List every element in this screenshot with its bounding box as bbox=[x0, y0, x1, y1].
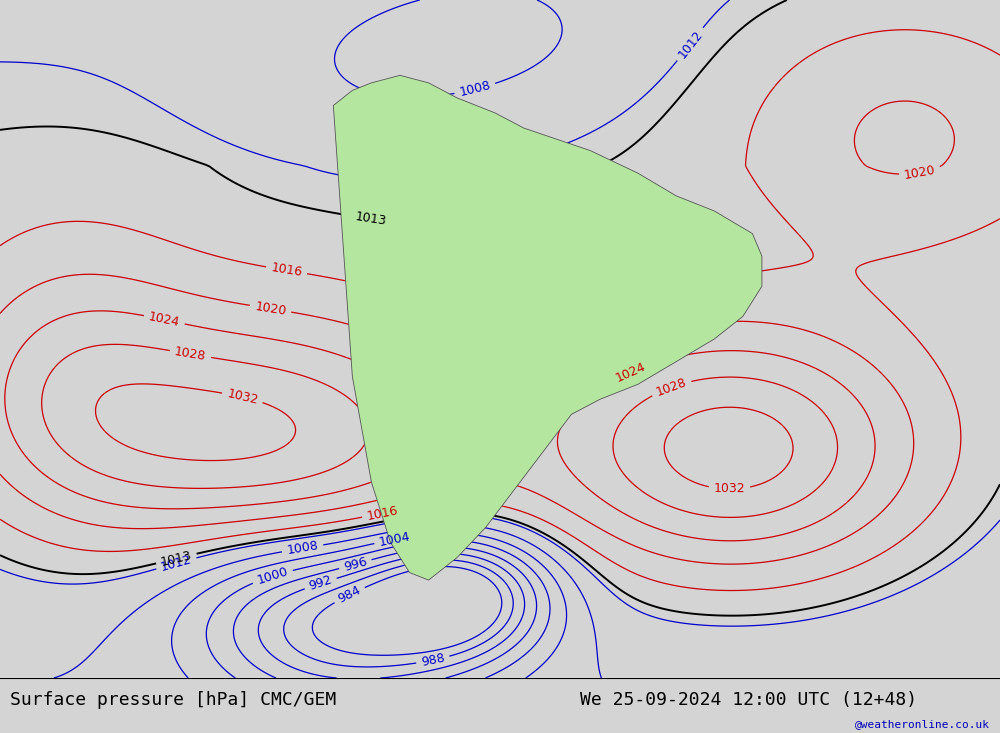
Text: 984: 984 bbox=[336, 583, 363, 606]
Text: 988: 988 bbox=[420, 652, 446, 669]
Text: 1012: 1012 bbox=[159, 553, 193, 574]
Text: 992: 992 bbox=[307, 573, 334, 593]
Text: 1028: 1028 bbox=[174, 345, 207, 363]
Text: 1013: 1013 bbox=[159, 548, 193, 569]
Text: 1016: 1016 bbox=[270, 262, 303, 279]
Text: 1032: 1032 bbox=[714, 482, 745, 496]
Text: 996: 996 bbox=[342, 555, 368, 573]
Text: 1020: 1020 bbox=[254, 300, 287, 317]
Text: We 25-09-2024 12:00 UTC (12+48): We 25-09-2024 12:00 UTC (12+48) bbox=[580, 691, 917, 709]
Text: 1008: 1008 bbox=[458, 79, 492, 99]
Text: 1008: 1008 bbox=[286, 539, 319, 557]
Text: 1024: 1024 bbox=[148, 310, 181, 329]
Text: Surface pressure [hPa] CMC/GEM: Surface pressure [hPa] CMC/GEM bbox=[10, 691, 336, 709]
Text: 1004: 1004 bbox=[378, 530, 412, 548]
Text: 1012: 1012 bbox=[675, 28, 705, 61]
Text: 1000: 1000 bbox=[255, 565, 290, 587]
Text: 1013: 1013 bbox=[354, 210, 387, 228]
Text: @weatheronline.co.uk: @weatheronline.co.uk bbox=[855, 718, 990, 729]
Polygon shape bbox=[333, 75, 762, 580]
Text: 1024: 1024 bbox=[614, 360, 648, 385]
Text: 1020: 1020 bbox=[903, 163, 937, 182]
Text: 1028: 1028 bbox=[654, 376, 688, 399]
Text: 1032: 1032 bbox=[226, 387, 259, 407]
Text: 1016: 1016 bbox=[366, 504, 399, 523]
